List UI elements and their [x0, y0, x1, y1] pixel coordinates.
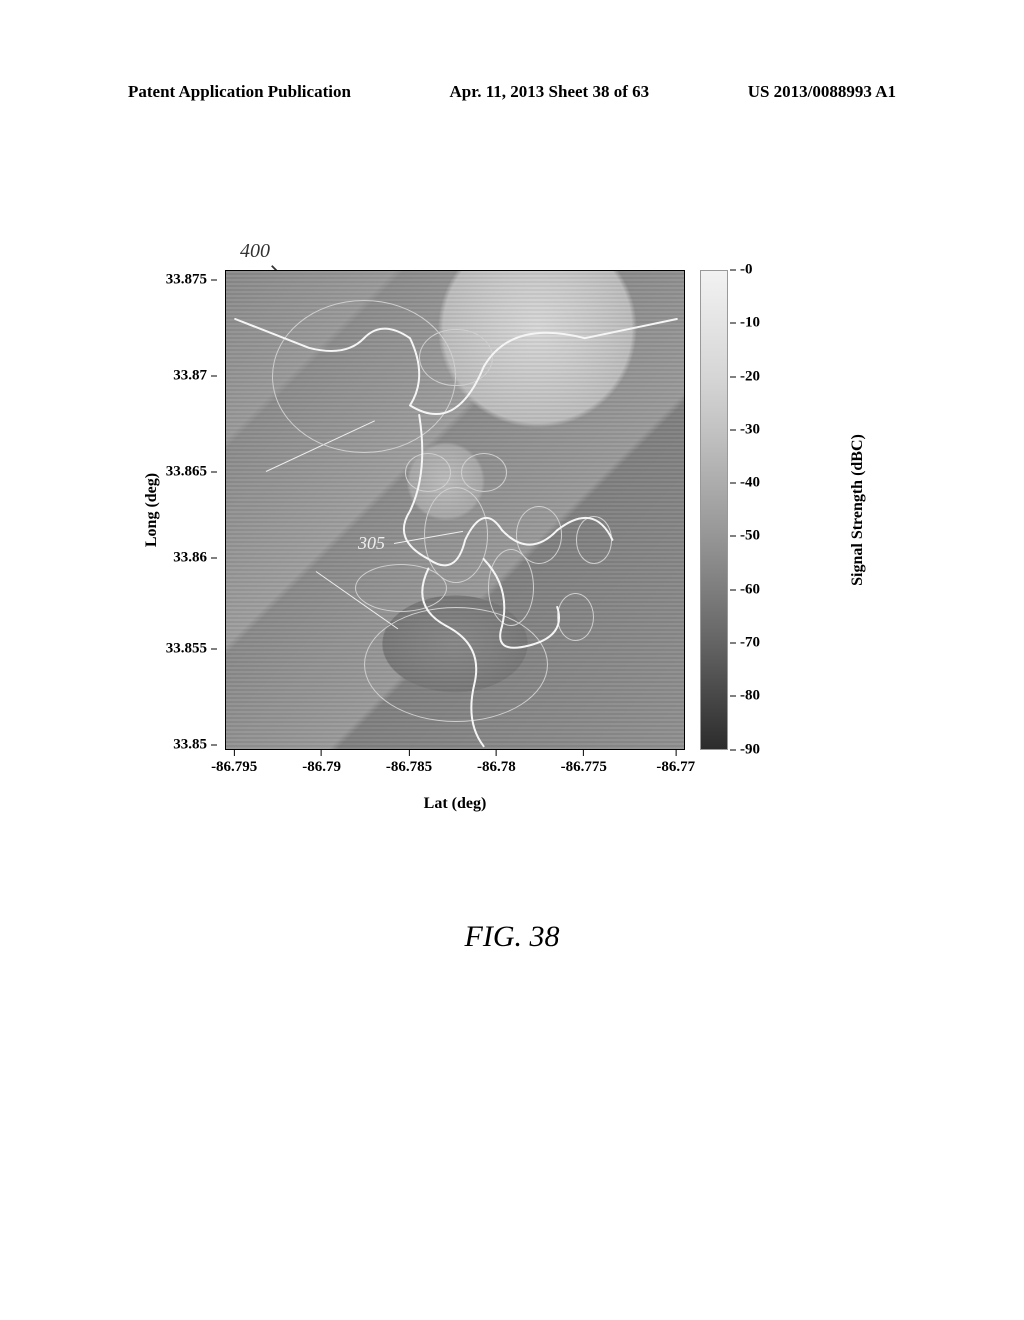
- colorbar-tick: -20: [730, 368, 760, 385]
- signal-track: [226, 271, 685, 750]
- x-tick: -86.785: [386, 750, 432, 776]
- colorbar-tick: -40: [730, 475, 760, 492]
- header-left: Patent Application Publication: [128, 82, 351, 102]
- colorbar-tick: -30: [730, 421, 760, 438]
- colorbar: [700, 270, 728, 750]
- y-tick: 33.875: [166, 271, 217, 288]
- colorbar-label: Signal Strength (dBC): [849, 434, 867, 586]
- colorbar-tick: -0: [730, 262, 753, 279]
- x-tick: -86.78: [477, 750, 516, 776]
- header-center: Apr. 11, 2013 Sheet 38 of 63: [450, 82, 650, 102]
- figure-caption: FIG. 38: [0, 920, 1024, 954]
- figure-wrap: 400 305 33.87533.8733.86533.8633.85533.8…: [170, 270, 870, 910]
- page-header: Patent Application Publication Apr. 11, …: [128, 82, 896, 102]
- x-axis-label: Lat (deg): [225, 795, 685, 813]
- x-tick: -86.77: [656, 750, 695, 776]
- colorbar-tick: -50: [730, 528, 760, 545]
- x-tick: -86.775: [561, 750, 607, 776]
- colorbar-tick: -70: [730, 634, 760, 651]
- y-tick: 33.87: [173, 367, 217, 384]
- colorbar-tick: -80: [730, 688, 760, 705]
- x-tick: -86.79: [302, 750, 341, 776]
- y-tick: 33.86: [173, 550, 217, 567]
- header-right: US 2013/0088993 A1: [748, 82, 896, 102]
- x-tick: -86.795: [211, 750, 257, 776]
- x-axis-ticks: -86.795-86.79-86.785-86.78-86.775-86.77: [225, 750, 685, 790]
- colorbar-tick: -10: [730, 315, 760, 332]
- y-tick: 33.855: [166, 641, 217, 658]
- reference-numeral-overall: 400: [240, 240, 270, 263]
- y-axis-label: Long (deg): [143, 473, 161, 547]
- heatmap-plot: 305: [225, 270, 685, 750]
- colorbar-tick: -90: [730, 742, 760, 759]
- colorbar-tick: -60: [730, 581, 760, 598]
- y-tick: 33.865: [166, 463, 217, 480]
- y-axis-ticks: 33.87533.8733.86533.8633.85533.85: [170, 270, 225, 750]
